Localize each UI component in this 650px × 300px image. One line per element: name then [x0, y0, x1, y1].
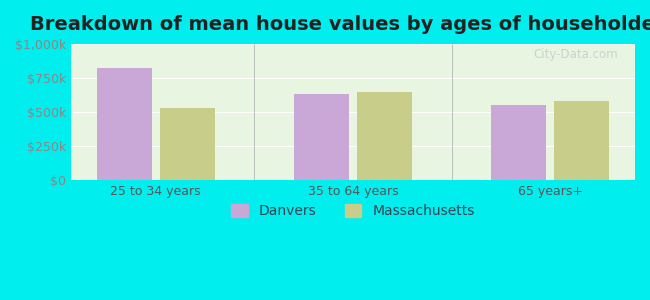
- Bar: [491, 104, 546, 180]
- Bar: [554, 101, 609, 180]
- Legend: Danvers, Massachusetts: Danvers, Massachusetts: [224, 197, 482, 225]
- Bar: [160, 108, 215, 180]
- Bar: [294, 94, 349, 180]
- Title: Breakdown of mean house values by ages of householders: Breakdown of mean house values by ages o…: [30, 15, 650, 34]
- Bar: [357, 92, 412, 180]
- Text: City-Data.com: City-Data.com: [534, 48, 618, 61]
- Bar: [97, 68, 152, 180]
